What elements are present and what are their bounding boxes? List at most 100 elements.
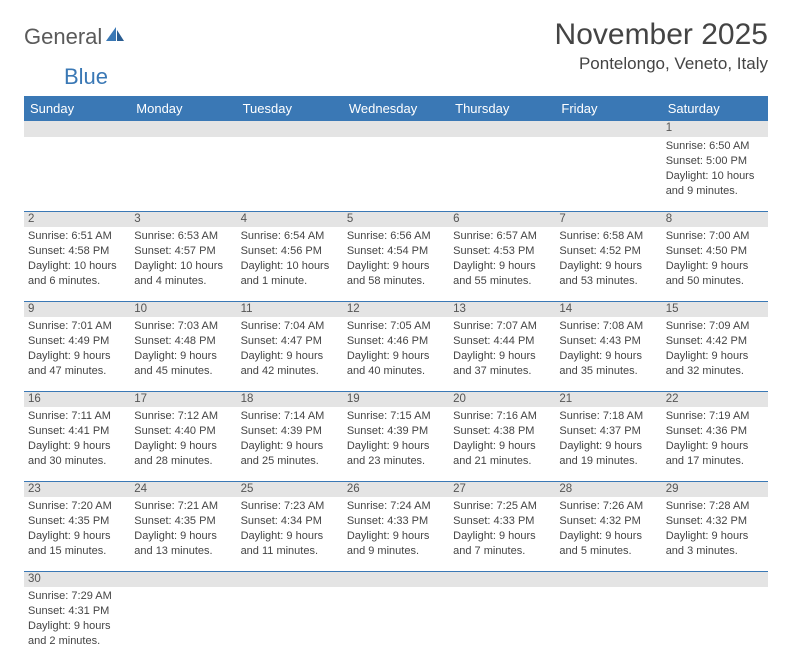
sunrise-text: Sunrise: 7:00 AM [666,229,764,244]
daylight-text: and 9 minutes. [347,544,445,559]
daylight-text: Daylight: 9 hours [559,439,657,454]
daylight-text: Daylight: 9 hours [347,529,445,544]
sunset-text: Sunset: 4:35 PM [134,514,232,529]
daylight-text: and 4 minutes. [134,274,232,289]
page: General November 2025 Pontelongo, Veneto… [0,0,792,671]
sunrise-text: Sunrise: 6:58 AM [559,229,657,244]
day-cell [449,137,555,211]
day-cell: Sunrise: 7:18 AMSunset: 4:37 PMDaylight:… [555,407,661,481]
daylight-text: and 17 minutes. [666,454,764,469]
day-number: 18 [237,391,343,407]
day-number: 12 [343,301,449,317]
sunrise-text: Sunrise: 6:54 AM [241,229,339,244]
sunset-text: Sunset: 4:32 PM [666,514,764,529]
day-number: 21 [555,391,661,407]
day-number: 26 [343,481,449,497]
daylight-text: Daylight: 9 hours [28,439,126,454]
sunrise-text: Sunrise: 7:19 AM [666,409,764,424]
daylight-text: Daylight: 10 hours [666,169,764,184]
daylight-text: and 53 minutes. [559,274,657,289]
sunset-text: Sunset: 4:44 PM [453,334,551,349]
daylight-text: and 35 minutes. [559,364,657,379]
daylight-text: Daylight: 9 hours [28,619,126,634]
daylight-text: Daylight: 10 hours [28,259,126,274]
daylight-text: Daylight: 9 hours [241,349,339,364]
day-cell: Sunrise: 7:00 AMSunset: 4:50 PMDaylight:… [662,227,768,301]
sunrise-text: Sunrise: 6:57 AM [453,229,551,244]
daynum-row: 16171819202122 [24,391,768,407]
day-cell: Sunrise: 7:08 AMSunset: 4:43 PMDaylight:… [555,317,661,391]
day-cell: Sunrise: 7:05 AMSunset: 4:46 PMDaylight:… [343,317,449,391]
day-cell: Sunrise: 7:19 AMSunset: 4:36 PMDaylight:… [662,407,768,481]
day-number: 3 [130,211,236,227]
weekday-header: Thursday [449,96,555,121]
daylight-text: Daylight: 9 hours [28,529,126,544]
daylight-text: Daylight: 9 hours [134,529,232,544]
sunrise-text: Sunrise: 7:07 AM [453,319,551,334]
sunset-text: Sunset: 4:43 PM [559,334,657,349]
daylight-text: Daylight: 9 hours [559,349,657,364]
day-number [662,571,768,587]
day-cell: Sunrise: 7:23 AMSunset: 4:34 PMDaylight:… [237,497,343,571]
daynum-row: 1 [24,121,768,137]
weekday-header: Tuesday [237,96,343,121]
sunset-text: Sunset: 4:32 PM [559,514,657,529]
sunrise-text: Sunrise: 7:05 AM [347,319,445,334]
day-number [130,121,236,137]
sunrise-text: Sunrise: 7:11 AM [28,409,126,424]
daylight-text: and 11 minutes. [241,544,339,559]
daylight-text: Daylight: 9 hours [347,439,445,454]
daylight-text: and 32 minutes. [666,364,764,379]
daylight-text: and 2 minutes. [28,634,126,649]
day-number: 4 [237,211,343,227]
sunrise-text: Sunrise: 7:08 AM [559,319,657,334]
day-cell: Sunrise: 7:15 AMSunset: 4:39 PMDaylight:… [343,407,449,481]
sunset-text: Sunset: 4:54 PM [347,244,445,259]
day-cell: Sunrise: 7:09 AMSunset: 4:42 PMDaylight:… [662,317,768,391]
sunset-text: Sunset: 4:31 PM [28,604,126,619]
day-number: 2 [24,211,130,227]
day-number: 14 [555,301,661,317]
sunrise-text: Sunrise: 7:03 AM [134,319,232,334]
day-cell [130,137,236,211]
daylight-text: and 15 minutes. [28,544,126,559]
title-block: November 2025 Pontelongo, Veneto, Italy [555,18,768,74]
daylight-text: and 58 minutes. [347,274,445,289]
weekday-header: Sunday [24,96,130,121]
sunrise-text: Sunrise: 7:14 AM [241,409,339,424]
day-number: 6 [449,211,555,227]
daylight-text: Daylight: 9 hours [134,439,232,454]
sunrise-text: Sunrise: 7:20 AM [28,499,126,514]
day-number: 28 [555,481,661,497]
day-cell [237,587,343,661]
daylight-text: Daylight: 9 hours [666,349,764,364]
day-cell: Sunrise: 7:12 AMSunset: 4:40 PMDaylight:… [130,407,236,481]
daylight-text: Daylight: 9 hours [453,259,551,274]
daylight-text: and 13 minutes. [134,544,232,559]
detail-row: Sunrise: 7:20 AMSunset: 4:35 PMDaylight:… [24,497,768,571]
weekday-header: Wednesday [343,96,449,121]
sunrise-text: Sunrise: 7:23 AM [241,499,339,514]
day-number [343,571,449,587]
daylight-text: and 28 minutes. [134,454,232,469]
daylight-text: Daylight: 9 hours [666,259,764,274]
day-number: 19 [343,391,449,407]
daylight-text: Daylight: 9 hours [28,349,126,364]
day-cell: Sunrise: 7:14 AMSunset: 4:39 PMDaylight:… [237,407,343,481]
day-number [555,571,661,587]
day-number: 25 [237,481,343,497]
sunset-text: Sunset: 4:37 PM [559,424,657,439]
day-number: 30 [24,571,130,587]
daynum-row: 9101112131415 [24,301,768,317]
day-number [24,121,130,137]
day-number: 5 [343,211,449,227]
daynum-row: 2345678 [24,211,768,227]
detail-row: Sunrise: 6:50 AMSunset: 5:00 PMDaylight:… [24,137,768,211]
sunrise-text: Sunrise: 6:51 AM [28,229,126,244]
day-cell: Sunrise: 6:54 AMSunset: 4:56 PMDaylight:… [237,227,343,301]
sunset-text: Sunset: 4:38 PM [453,424,551,439]
daynum-row: 23242526272829 [24,481,768,497]
sunrise-text: Sunrise: 6:56 AM [347,229,445,244]
logo-text-general: General [24,24,102,50]
day-cell: Sunrise: 7:24 AMSunset: 4:33 PMDaylight:… [343,497,449,571]
